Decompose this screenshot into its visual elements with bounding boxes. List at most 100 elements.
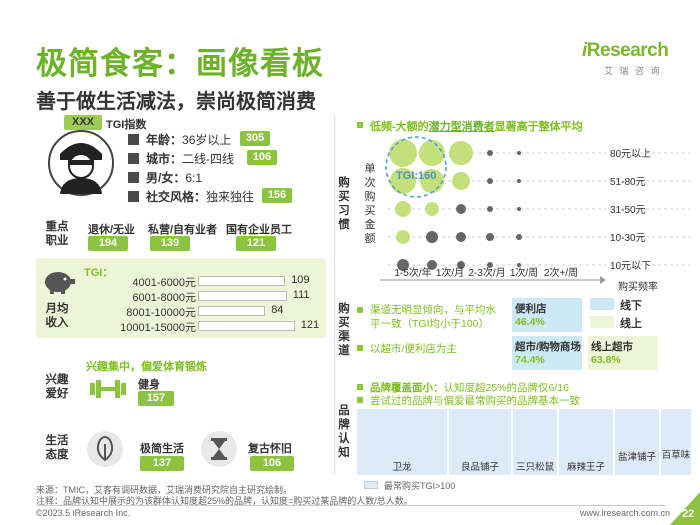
x-tick-label: 1-5次/年 <box>394 266 431 279</box>
income-bar <box>198 306 266 316</box>
profile-tgi-label: TGI指数 <box>106 119 147 131</box>
bubble <box>487 206 493 212</box>
logo-cn: 艾 瑞 咨 询 <box>604 66 662 76</box>
income-title: 月均 收入 <box>42 302 72 330</box>
income-bar <box>198 321 295 331</box>
profile-bullet <box>128 153 139 164</box>
attitude-title: 生活 态度 <box>42 434 72 462</box>
piggy-bank-icon <box>42 268 76 294</box>
bubble <box>397 259 409 271</box>
habit-y-title: 单次购买金额 <box>364 163 376 245</box>
legend-online-swatch <box>590 316 614 328</box>
leaf-icon <box>86 430 124 468</box>
profile-bullet <box>128 172 139 183</box>
footer-note: 注释：品牌认知中展示的为该群体认知度超25%的品牌，认知度=购买过某品牌的人数/… <box>36 496 413 506</box>
profile-social-value: 独来独往 <box>206 190 255 204</box>
hobby-title: 兴趣 爱好 <box>42 373 72 401</box>
profile-social-tgi: 156 <box>262 188 292 203</box>
income-row-label: 6001-8000元 <box>132 292 196 304</box>
hobby-title-line2: 爱好 <box>45 388 69 400</box>
iresearch-logo: iResearch <box>582 40 669 62</box>
habit-headline: 低频-大额的潜力型消费者显著高于整体平均 <box>370 118 583 134</box>
logo-i: i <box>582 40 587 61</box>
brand-side-title: 品牌认知 <box>338 405 350 459</box>
occupation-item-label: 退休/无业 <box>88 224 136 236</box>
y-tick-label: 51-80元 <box>610 177 646 188</box>
footer-copyright: ©2023.5 iResearch Inc. <box>36 508 131 518</box>
bubble <box>456 204 466 214</box>
channel-cell-pct: 74.4% <box>515 354 545 366</box>
bubble <box>390 168 416 194</box>
income-row-label: 10001-15000元 <box>120 322 196 334</box>
income-bar-value: 109 <box>291 274 310 286</box>
income-bar-value: 121 <box>300 319 320 331</box>
profile-gender-value: 6:1 <box>185 171 203 185</box>
legend-online-label: 线上 <box>620 318 642 330</box>
channel-cell-label: 线上超市 <box>591 341 633 353</box>
avatar-person-icon <box>48 130 114 196</box>
channel-bullet1: 渠道无明显倾向，与平均水平一致（TGI均小于100） <box>370 304 496 330</box>
profile-row-gender: 男/女：6:1 <box>146 169 202 186</box>
brand-bullet1-bold: 品牌覆盖面小： <box>370 382 444 394</box>
profile-bullet <box>128 191 139 202</box>
column-divider <box>334 115 335 475</box>
occupation-title-line1: 重点 <box>45 221 69 233</box>
channel-side-title: 购买渠道 <box>338 303 350 357</box>
channel-bullet2: 以超市/便利店为主 <box>370 343 457 355</box>
occupation-item-label: 私营/自有业者 <box>148 224 218 236</box>
bubble <box>487 262 493 268</box>
income-bar <box>198 276 286 286</box>
bubble <box>487 150 493 156</box>
bubble <box>427 260 437 270</box>
avatar <box>48 130 114 196</box>
brand-box-label: 盐津铺子 <box>617 452 656 463</box>
brand-box-label: 三只松鼠 <box>515 462 554 473</box>
dumbbell-icon <box>88 377 128 401</box>
footer-url: www.iresearch.com.cn <box>580 508 671 518</box>
y-tick-label: 10-30元 <box>610 233 646 244</box>
income-bar-value: 84 <box>271 304 284 316</box>
attitude-item-label: 复古怀旧 <box>248 443 292 455</box>
x-tick-label: 2-3次/月 <box>468 266 505 279</box>
brand-box: 盐津铺子 <box>614 408 660 476</box>
bubble-chart: TGI:160 80元以上 51-80元 31-50元 10-30元 10元以下 1-5次/… <box>380 136 690 284</box>
bubble <box>517 207 521 211</box>
brand-box: 百草味 <box>660 408 692 476</box>
profile-age-label: 年龄： <box>146 133 183 147</box>
bubble <box>396 230 410 244</box>
income-bar <box>198 291 287 301</box>
income-title-line2: 收入 <box>45 317 69 329</box>
brand-box-label: 百草味 <box>661 450 691 461</box>
logo-research: Research <box>586 40 669 61</box>
hobby-item-tgi: 157 <box>138 391 174 406</box>
channel-bullet-icon <box>357 345 363 351</box>
income-bar-value: 111 <box>292 289 310 301</box>
occupation-item-tgi: 194 <box>88 236 128 251</box>
hobby-desc: 兴趣集中，偏爱体育锻炼 <box>86 361 207 373</box>
bubble <box>389 139 417 167</box>
attitude-title-line2: 态度 <box>45 449 69 461</box>
hourglass-icon <box>200 430 238 468</box>
attitude-title-line1: 生活 <box>45 435 69 447</box>
profile-tag: XXX <box>64 115 102 130</box>
brand-bullet2: 尝试过的品牌与偏爱最常购买的品牌基本一致 <box>370 395 580 407</box>
bubble <box>517 263 521 267</box>
bubble <box>449 141 473 165</box>
brand-box: 麻辣王子 <box>558 408 614 476</box>
profile-row-social: 社交风格：独来独往 <box>146 188 254 205</box>
channel-cell-pct: 63.8% <box>591 354 621 366</box>
channel-bullet-icon <box>357 307 363 313</box>
brand-bullet1-rest: 认知度超25%的品牌仅6/16 <box>443 382 569 394</box>
profile-gender-label: 男/女： <box>146 171 186 185</box>
footer-rule <box>36 505 666 506</box>
bubble <box>395 201 411 217</box>
bubble <box>426 231 438 243</box>
y-tick-label: 31-50元 <box>610 205 646 216</box>
habit-side-title: 购买习惯 <box>338 177 350 231</box>
bubble <box>456 232 466 242</box>
brand-bullet-icon <box>357 397 363 403</box>
habit-bullet-icon <box>357 122 363 128</box>
habit-headline-pre: 低频-大额的 <box>370 121 429 133</box>
brand-box-label: 卫龙 <box>392 462 412 473</box>
channel-cell-label: 超市/购物商场 <box>515 341 581 353</box>
